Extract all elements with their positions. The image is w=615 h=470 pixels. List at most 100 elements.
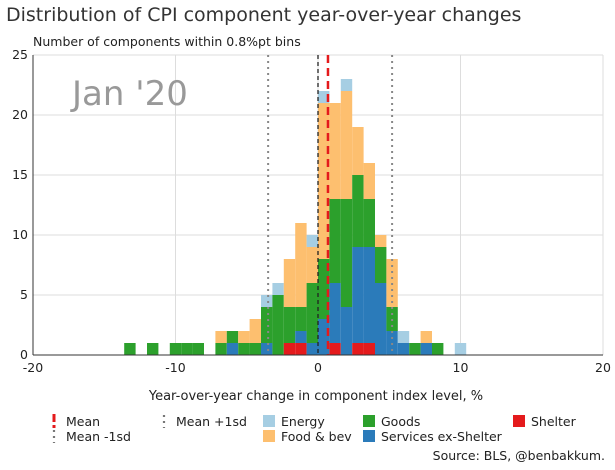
reference-lines	[267, 55, 394, 355]
bar-food-bev	[306, 247, 318, 283]
x-tick-label: 10	[453, 360, 469, 375]
legend-item-services-ex-shelter: Services ex-Shelter	[363, 429, 503, 444]
bar-energy	[397, 331, 410, 343]
bar-goods	[249, 343, 261, 355]
legend-item-mean-1sd: Mean +1sd	[162, 414, 247, 429]
bar-shelter	[352, 343, 364, 355]
source-note: Source: BLS, @benbakkum.	[432, 448, 605, 463]
bar-food-bev	[249, 319, 261, 343]
y-tick-label: 20	[12, 107, 28, 122]
legend-item-energy: Energy	[263, 414, 325, 429]
legend-swatch	[513, 415, 525, 427]
bar-food-bev	[420, 331, 432, 343]
legend-swatch	[363, 430, 375, 442]
bar-food-bev	[238, 331, 250, 343]
bar-food-bev	[295, 223, 307, 307]
bar-services-ex-shelter	[397, 343, 410, 355]
bar-goods	[238, 343, 250, 355]
bar-shelter	[295, 343, 307, 355]
bar-services-ex-shelter	[318, 319, 330, 355]
bar-goods	[375, 247, 387, 283]
bar-services-ex-shelter	[420, 343, 432, 355]
legend-swatch	[263, 430, 275, 442]
legend-label: Shelter	[531, 414, 577, 429]
bar-goods	[432, 343, 444, 355]
bar-goods	[215, 343, 227, 355]
x-tick-label: 0	[314, 360, 322, 375]
legend-item-food-bev: Food & bev	[263, 429, 352, 444]
bar-food-bev	[352, 127, 364, 175]
legend-label: Services ex-Shelter	[381, 429, 503, 444]
bar-goods	[329, 199, 341, 283]
y-tick-label: 5	[20, 287, 28, 302]
x-tick-label: -10	[165, 360, 185, 375]
bar-services-ex-shelter	[329, 283, 341, 343]
bar-energy	[261, 295, 273, 307]
bar-goods	[409, 343, 421, 355]
bar-goods	[147, 343, 159, 355]
bar-services-ex-shelter	[226, 343, 239, 355]
bar-food-bev	[318, 103, 330, 259]
bar-goods	[226, 331, 239, 343]
bar-food-bev	[363, 163, 375, 199]
bar-food-bev	[329, 103, 341, 199]
bar-goods	[295, 307, 307, 331]
chart-title: Distribution of CPI component year-over-…	[6, 4, 522, 26]
bar-services-ex-shelter	[375, 283, 387, 355]
bar-goods	[169, 343, 182, 355]
bar-goods	[181, 343, 193, 355]
legend-label: Energy	[281, 414, 325, 429]
legend-item-mean: Mean	[52, 414, 100, 429]
bar-shelter	[329, 343, 341, 355]
bars	[124, 79, 467, 355]
y-tick-label: 0	[20, 347, 28, 362]
bar-services-ex-shelter	[261, 343, 273, 355]
x-tick-label: 20	[595, 360, 611, 375]
bar-goods	[363, 199, 375, 247]
bar-energy	[272, 283, 284, 295]
axes: 0 5 10 15 20 25 -20 -10 0 10 20	[12, 47, 611, 375]
legend-label: Food & bev	[281, 429, 352, 444]
bar-goods	[261, 307, 273, 343]
bar-shelter	[363, 343, 375, 355]
bar-goods	[124, 343, 136, 355]
bar-services-ex-shelter	[352, 247, 364, 343]
chart-subtitle: Number of components within 0.8%pt bins	[33, 34, 301, 49]
x-axis-label: Year-over-year change in component index…	[148, 389, 483, 404]
y-tick-label: 10	[12, 227, 28, 242]
bar-food-bev	[340, 91, 353, 199]
bar-services-ex-shelter	[306, 343, 318, 355]
bar-services-ex-shelter	[340, 307, 353, 355]
bar-goods	[283, 307, 296, 343]
legend-swatch	[263, 415, 275, 427]
bar-goods	[272, 295, 284, 355]
x-tick-label: -20	[23, 360, 43, 375]
legend-label: Mean	[66, 414, 100, 429]
bar-services-ex-shelter	[295, 331, 307, 343]
bar-food-bev	[215, 331, 227, 343]
bar-goods	[340, 199, 353, 307]
legend-item-shelter: Shelter	[513, 414, 577, 429]
bar-food-bev	[375, 235, 387, 247]
bar-services-ex-shelter	[363, 247, 375, 343]
legend-item-goods: Goods	[363, 414, 420, 429]
bar-energy	[454, 343, 467, 355]
bar-goods	[352, 175, 364, 247]
bar-goods	[306, 283, 318, 343]
legend-label: Mean -1sd	[66, 429, 131, 444]
bar-energy	[306, 235, 318, 247]
bar-goods	[192, 343, 204, 355]
bar-energy	[318, 91, 330, 103]
y-tick-label: 25	[12, 47, 28, 62]
bar-shelter	[283, 343, 296, 355]
period-annotation: Jan '20	[70, 74, 188, 114]
y-tick-label: 15	[12, 167, 28, 182]
bar-goods	[318, 259, 330, 319]
legend-swatch	[363, 415, 375, 427]
legend-label: Goods	[381, 414, 420, 429]
legend-label: Mean +1sd	[176, 414, 247, 429]
bar-food-bev	[283, 259, 296, 307]
bar-energy	[340, 79, 353, 91]
